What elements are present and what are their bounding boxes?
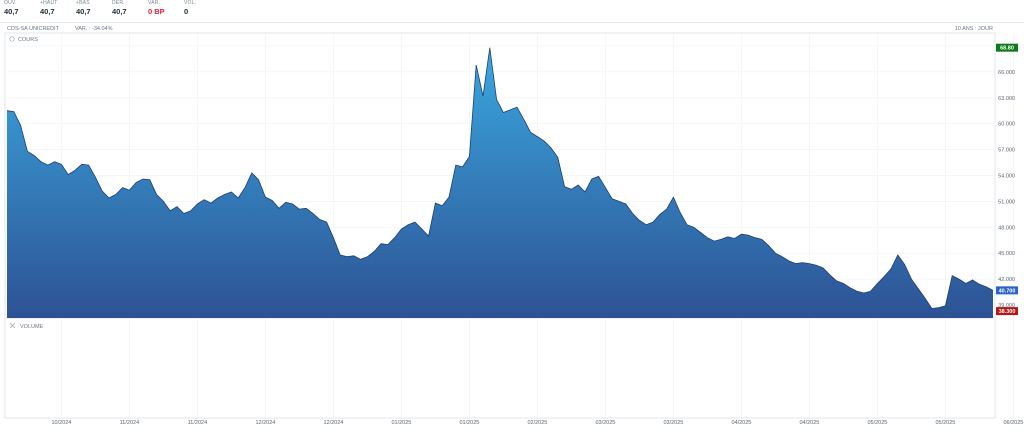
series-toggle-icon[interactable] [9, 36, 15, 42]
y-tick-label: 39.000 [998, 303, 1015, 309]
y-tick-label: 51.000 [998, 199, 1015, 205]
x-tick-label: 01/2025 [391, 420, 411, 426]
x-tick-label: 03/2025 [595, 420, 615, 426]
stat-label: DER. [112, 0, 125, 6]
instrument-name: CDS-SA UNICREDIT [7, 26, 60, 32]
x-tick-label: 12/2024 [323, 420, 343, 426]
stat-value: 0 [184, 7, 189, 16]
volume-legend: VOLUME [20, 324, 44, 330]
x-axis: 10/2024 11/2024 11/2024 12/2024 12/2024 01/20… [51, 420, 1023, 426]
quote-stats-bar: OUV. 40,7 +HAUT 40,7 +BAS 40,7 DER. 40,7 VAR. 0 B… [0, 0, 216, 22]
stat-vol: VOL. 0 [180, 0, 216, 22]
y-tick-label: 48.000 [998, 225, 1015, 231]
stat-label: +HAUT [40, 0, 58, 6]
price-markers: 68.80 40.700 38.300 [996, 43, 1018, 316]
stat-label: VOL. [184, 0, 197, 6]
x-tick-label: 05/2025 [935, 420, 955, 426]
x-tick-label: 11/2024 [120, 420, 139, 426]
high-price-marker-label: 68.80 [1000, 46, 1014, 52]
price-chart[interactable]: CDS-SA UNICREDIT VAR. : -34.04% 10 ANS :… [0, 23, 1024, 431]
x-tick-label: 12/2024 [255, 420, 275, 426]
stat-value: 0 BP [148, 7, 165, 16]
plot-frame [4, 32, 996, 419]
volume-close-icon[interactable] [9, 322, 16, 329]
x-tick-label: 06/2025 [1003, 420, 1023, 426]
price-line [6, 47, 994, 309]
x-tick-label: 03/2025 [663, 420, 683, 426]
y-tick-label: 54.000 [998, 174, 1015, 180]
stat-value: 40,7 [4, 7, 19, 16]
y-tick-label: 63.000 [998, 96, 1015, 102]
stat-value: 40,7 [76, 7, 91, 16]
period-selector[interactable]: 10 ANS : JOUR [955, 26, 993, 32]
low-price-marker-box [996, 307, 1018, 316]
x-tick-label: 02/2025 [527, 420, 547, 426]
x-tick-label: 04/2025 [731, 420, 751, 426]
y-tick-label: 45.000 [998, 251, 1015, 257]
stat-value: 40,7 [40, 7, 55, 16]
y-tick-label: 42.000 [998, 277, 1015, 283]
stat-label: VAR. [148, 0, 161, 6]
x-tick-label: 11/2024 [188, 420, 207, 426]
variation-label: VAR. : -34.04% [75, 26, 113, 32]
high-price-marker-box [996, 43, 1018, 52]
stat-ouv: OUV. 40,7 [0, 0, 36, 22]
price-area [7, 47, 993, 318]
last-price-marker-box [996, 286, 1018, 295]
low-price-marker: 38.300 [996, 307, 1018, 316]
high-price-marker: 68.80 [996, 43, 1018, 52]
stat-haut: +HAUT 40,7 [36, 0, 72, 22]
x-tick-label: 10/2024 [51, 420, 71, 426]
last-price-marker: 40.700 [996, 286, 1018, 295]
stat-der: DER. 40,7 [108, 0, 144, 22]
x-tick-label: 04/2025 [799, 420, 819, 426]
y-tick-label: 66.000 [998, 70, 1015, 76]
y-tick-label: 60.000 [998, 122, 1015, 128]
x-tick-label: 05/2025 [867, 420, 887, 426]
stat-var: VAR. 0 BP [144, 0, 180, 22]
last-price-marker-label: 40.700 [999, 288, 1016, 294]
x-tick-label: 01/2025 [459, 420, 479, 426]
stat-value: 40,7 [112, 7, 127, 16]
stat-label: OUV. [4, 0, 17, 6]
price-legend: COURS [18, 37, 38, 43]
stat-label: +BAS [76, 0, 90, 6]
low-price-marker-label: 38.300 [999, 309, 1016, 315]
header-divider [0, 22, 1024, 23]
y-axis: 39.000 42.000 45.000 48.000 51.000 54.000 57.0… [998, 44, 1015, 309]
y-tick-label: 57.000 [998, 148, 1015, 154]
stat-bas: +BAS 40,7 [72, 0, 108, 22]
